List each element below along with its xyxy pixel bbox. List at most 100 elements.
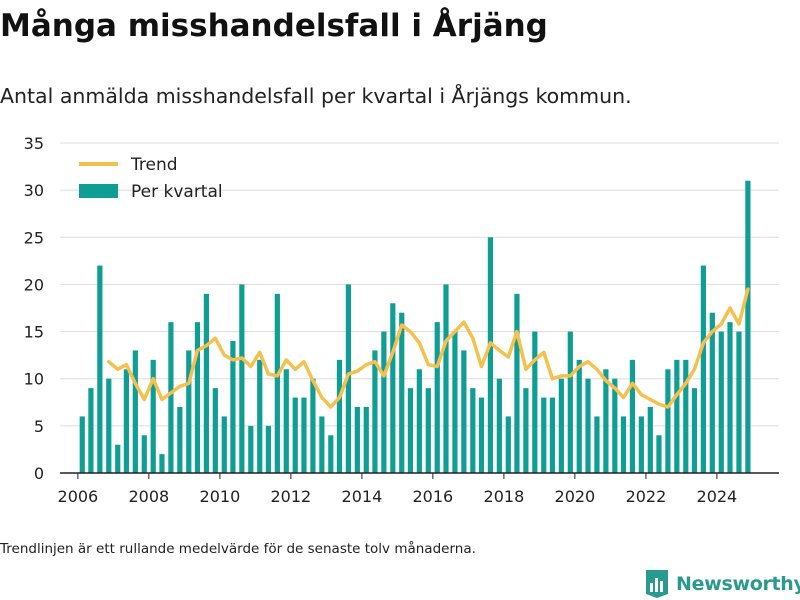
x-tick-label-2018: 2018 (484, 487, 525, 506)
bar-2016-Q3 (452, 331, 458, 473)
y-tick-label-20: 20 (24, 275, 44, 294)
bar-2016-Q1 (434, 322, 440, 473)
bar-2010-Q2 (230, 341, 236, 473)
bar-2013-Q4 (354, 407, 360, 473)
bar-2009-Q2 (194, 322, 201, 473)
bar-2024-Q2 (727, 322, 733, 473)
x-tick-label-2014: 2014 (342, 487, 383, 506)
bar-2014-Q3 (381, 331, 387, 473)
bar-2011-Q3 (274, 293, 280, 473)
bar-2017-Q3 (487, 237, 494, 473)
bar-2020-Q3 (594, 416, 600, 473)
bar-2023-Q1 (683, 359, 689, 473)
chart-title: Många misshandelsfall i Årjäng (0, 8, 548, 44)
bar-2008-Q4 (177, 407, 183, 473)
bar-2015-Q3 (416, 369, 422, 473)
bar-2020-Q2 (585, 378, 591, 473)
bar-2024-Q3 (736, 331, 742, 473)
bar-2023-Q4 (709, 312, 715, 473)
bar-2008-Q1 (150, 359, 156, 473)
trend-line (107, 287, 750, 409)
y-tick-label-30: 30 (24, 181, 44, 200)
y-tick-label-0: 0 (34, 464, 44, 483)
x-tick-label-2008: 2008 (128, 487, 169, 506)
bar-2020-Q1 (576, 359, 582, 473)
x-tick-label-2010: 2010 (200, 487, 241, 506)
x-axis-ticks: 2006 2008 2010 2012 2014 2016 2018 2020 2022 2024 (58, 473, 737, 506)
bar-2018-Q2 (514, 293, 520, 473)
footnote: Trendlinjen är ett rullande medelvärde f… (0, 541, 476, 557)
bar-chart-shield-icon (646, 570, 668, 598)
y-tick-label-5: 5 (34, 417, 44, 436)
bar-2019-Q3 (558, 378, 564, 473)
x-tick-label-2006: 2006 (58, 487, 99, 506)
bar-2017-Q2 (478, 397, 485, 473)
bar-2009-Q3 (203, 293, 209, 473)
bar-2011-Q2 (265, 425, 272, 473)
bar-2007-Q3 (132, 350, 138, 473)
bar-2008-Q3 (168, 322, 174, 473)
bar-2018-Q4 (532, 331, 538, 473)
chart-subtitle: Antal anmälda misshandelsfall per kvarta… (0, 84, 632, 108)
y-tick-label-15: 15 (24, 323, 44, 342)
bar-2019-Q1 (541, 397, 547, 473)
bar-2015-Q2 (407, 388, 414, 473)
gridlines (60, 142, 779, 427)
bar-2022-Q2 (656, 435, 662, 473)
bar-2017-Q1 (470, 388, 476, 473)
x-tick-label-2016: 2016 (413, 487, 454, 506)
bar-2022-Q1 (647, 407, 653, 473)
bar-2008-Q2 (159, 454, 165, 473)
bar-2010-Q1 (221, 416, 227, 473)
bar-series-per-kvartal (79, 180, 751, 473)
y-tick-label-35: 35 (24, 134, 44, 153)
bar-2016-Q2 (443, 284, 449, 473)
bar-2020-Q4 (603, 369, 609, 473)
bar-2009-Q1 (186, 350, 192, 473)
bar-2017-Q4 (496, 378, 502, 473)
bar-2012-Q3 (310, 378, 316, 473)
bar-2015-Q1 (399, 312, 405, 473)
bar-2018-Q3 (523, 388, 529, 473)
bar-2006-Q4 (106, 378, 112, 473)
bar-2006-Q1 (79, 416, 85, 473)
bar-2024-Q1 (718, 331, 724, 473)
bar-2021-Q1 (612, 378, 618, 473)
bar-2021-Q4 (638, 416, 644, 473)
bar-2022-Q4 (674, 359, 680, 473)
bar-2015-Q4 (425, 388, 431, 473)
bar-2007-Q4 (141, 435, 147, 473)
bar-2011-Q1 (257, 359, 263, 473)
bar-2010-Q4 (248, 425, 254, 473)
bar-2023-Q3 (700, 265, 706, 473)
bar-2014-Q1 (363, 407, 369, 473)
x-tick-label-2020: 2020 (555, 487, 596, 506)
bar-2010-Q3 (239, 284, 245, 473)
bar-2006-Q3 (97, 265, 103, 473)
bar-2011-Q4 (283, 369, 289, 473)
bar-2023-Q2 (691, 388, 698, 473)
bar-2009-Q4 (212, 388, 218, 473)
bar-2014-Q2 (372, 350, 378, 473)
line-series-trend (107, 287, 750, 409)
bar-2007-Q1 (115, 444, 121, 473)
legend: Trend Per kvartal (79, 155, 223, 202)
bar-2007-Q2 (123, 369, 129, 473)
legend-label-trend: Trend (130, 155, 178, 175)
legend-label-per-kvartal: Per kvartal (131, 182, 223, 202)
bar-2012-Q4 (319, 416, 325, 473)
bar-2006-Q2 (88, 388, 94, 473)
y-tick-label-25: 25 (24, 228, 44, 247)
brand: Newsworthy (644, 569, 800, 599)
brand-name: Newsworthy (676, 573, 800, 595)
legend-swatch-per-kvartal (79, 184, 118, 198)
bar-2021-Q3 (629, 359, 636, 473)
bar-2012-Q2 (301, 397, 307, 473)
y-axis-ticks: 0 5 10 15 20 25 30 35 (24, 134, 44, 483)
x-tick-label-2012: 2012 (270, 487, 311, 506)
bar-2013-Q1 (328, 435, 334, 473)
bar-2019-Q2 (549, 397, 556, 473)
x-tick-label-2022: 2022 (626, 487, 667, 506)
bar-2013-Q2 (336, 359, 343, 473)
